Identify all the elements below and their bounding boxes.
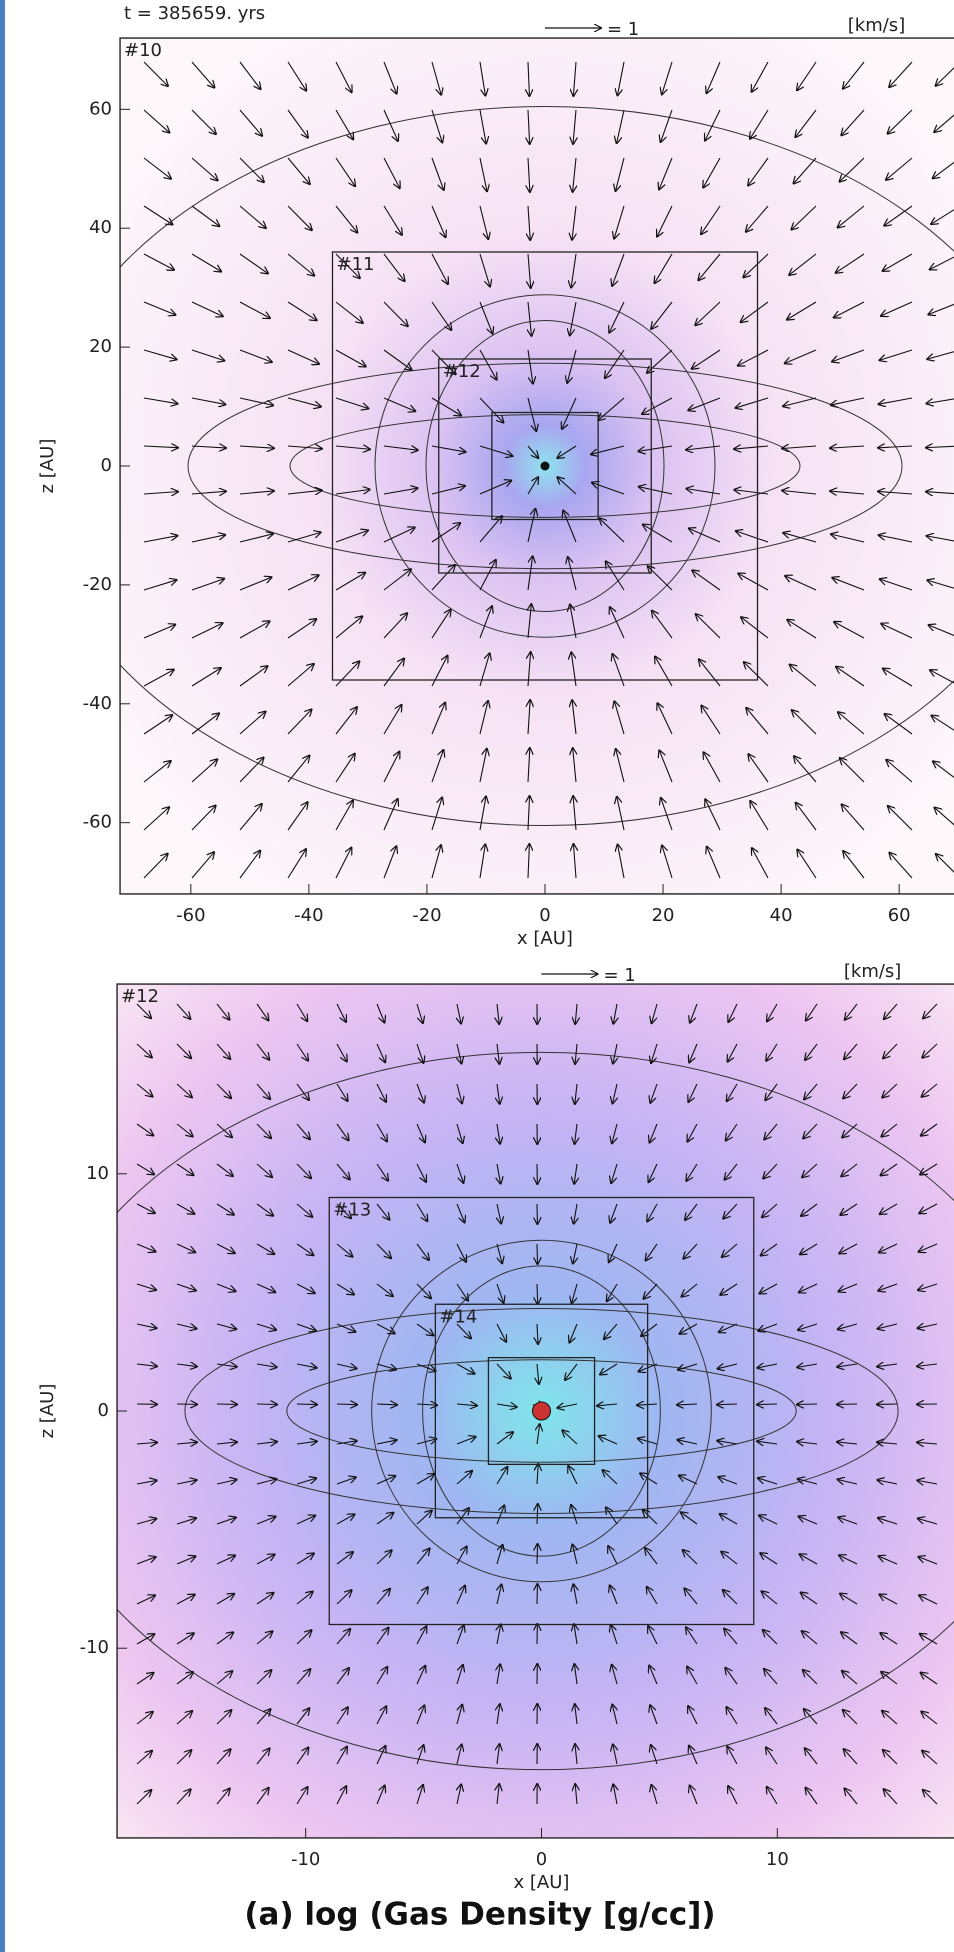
left-border (0, 0, 5, 1952)
x-tick-label: -40 (294, 905, 323, 926)
y-tick-label: 0 (98, 1400, 109, 1421)
central-object (533, 1402, 551, 1420)
x-tick-label: 20 (652, 905, 675, 926)
plot-area: #12 #13 #14 (32, 984, 954, 1838)
x-axis-label: x [AU] (517, 928, 573, 949)
x-tick-label: 40 (770, 905, 793, 926)
velocity-arrow (537, 1244, 538, 1264)
figure: (a) log (Gas Density [g/cc]) #10 #11 #12 -6… (0, 0, 954, 1952)
grid-box-label: #12 (121, 986, 159, 1007)
y-tick-label: -10 (80, 1637, 109, 1658)
page: {"figure_caption": "(a) log (Gas Density… (0, 0, 954, 1952)
y-tick-label: 40 (89, 217, 112, 238)
y-tick-label: -60 (83, 812, 112, 833)
density-map (120, 38, 954, 894)
plot-area: #10 #11 #12 (35, 38, 954, 894)
velocity-arrow (757, 1404, 777, 1405)
figure-caption: (a) log (Gas Density [g/cc]) (244, 1897, 715, 1933)
velocity-arrow (537, 1544, 538, 1564)
y-axis-label: z [AU] (37, 1384, 58, 1439)
x-tick-label: 0 (539, 905, 550, 926)
x-tick-label: 60 (888, 905, 911, 926)
velocity-arrow (537, 1284, 538, 1304)
central-object (541, 462, 549, 470)
y-tick-label: 10 (86, 1163, 109, 1184)
velocity-arrow (797, 1404, 817, 1405)
y-tick-label: 60 (89, 98, 112, 119)
y-axis-label: z [AU] (37, 439, 58, 494)
grid-box-label: #13 (333, 1200, 371, 1221)
y-tick-label: -20 (83, 574, 112, 595)
x-axis-label: x [AU] (514, 1872, 570, 1893)
x-tick-label: -60 (176, 905, 205, 926)
vector-unit: [km/s] (844, 961, 901, 982)
velocity-arrow (717, 1404, 737, 1405)
y-tick-label: 0 (101, 455, 112, 476)
y-tick-label: -40 (83, 693, 112, 714)
vector-key: = 1 (607, 19, 639, 40)
x-tick-label: -10 (291, 1849, 320, 1870)
x-tick-label: 10 (766, 1849, 789, 1870)
x-tick-label: -20 (412, 905, 441, 926)
time-annotation: t = 385659. yrs (124, 3, 265, 24)
grid-box-label: #14 (439, 1306, 477, 1327)
y-tick-label: 20 (89, 336, 112, 357)
grid-box-label: #10 (124, 40, 162, 61)
vector-unit: [km/s] (848, 15, 905, 36)
vector-key: = 1 (604, 965, 636, 986)
grid-box-label: #11 (337, 254, 375, 275)
x-tick-label: 0 (536, 1849, 547, 1870)
grid-box-label: #12 (443, 361, 481, 382)
velocity-arrow (297, 1404, 317, 1405)
velocity-arrow (337, 1404, 357, 1405)
